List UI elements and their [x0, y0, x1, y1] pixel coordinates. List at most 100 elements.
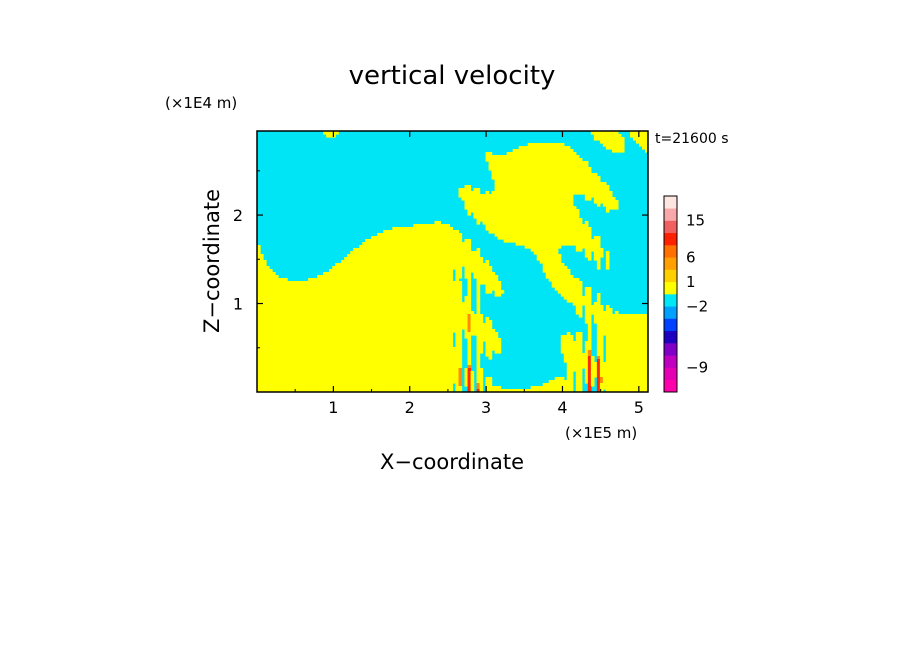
field-cell: [476, 356, 481, 360]
field-cell: [269, 332, 273, 336]
field-cell: [263, 344, 267, 348]
field-cell: [467, 308, 472, 312]
field-cell: [263, 314, 267, 318]
field-cell: [362, 290, 366, 294]
field-cell: [446, 227, 451, 231]
field-cell: [257, 287, 261, 291]
field-cell: [545, 275, 550, 279]
field-cell: [497, 164, 502, 168]
field-cell: [512, 239, 517, 243]
field-cell: [431, 311, 436, 315]
field-cell: [536, 191, 541, 195]
field-cell: [644, 356, 648, 360]
field-cell: [581, 296, 586, 300]
field-cell: [431, 269, 436, 273]
field-cell: [563, 197, 568, 201]
field-cell: [392, 317, 396, 321]
field-cell: [515, 221, 520, 225]
field-cell: [551, 146, 556, 150]
field-cell: [458, 302, 463, 306]
field-cell: [566, 335, 571, 339]
field-cell: [416, 266, 421, 270]
field-cell: [473, 206, 478, 210]
field-cell: [386, 293, 390, 297]
field-cell: [449, 362, 454, 366]
field-cell: [611, 347, 616, 351]
field-cell: [413, 260, 418, 264]
field-cell: [428, 272, 433, 276]
field-cell: [596, 323, 601, 327]
field-cell: [620, 350, 625, 354]
field-cell: [560, 176, 565, 180]
field-cell: [275, 341, 279, 345]
field-cell: [341, 272, 345, 276]
field-cell: [599, 347, 604, 351]
field-cell: [545, 167, 550, 171]
field-cell: [287, 344, 291, 348]
field-cell: [260, 275, 264, 279]
field-cell: [311, 323, 315, 327]
field-cell: [446, 281, 451, 285]
field-cell: [521, 209, 526, 213]
field-cell: [554, 152, 559, 156]
field-cell: [281, 314, 285, 318]
field-cell: [410, 350, 414, 354]
field-cell: [359, 287, 363, 291]
field-cell: [272, 290, 276, 294]
field-cell: [449, 260, 454, 264]
field-cell: [317, 347, 321, 351]
field-cell: [554, 245, 559, 249]
field-cell: [557, 194, 562, 198]
field-cell: [410, 353, 414, 357]
field-cell: [452, 308, 457, 312]
field-cell: [470, 209, 475, 213]
field-cell: [392, 275, 396, 279]
field-cell: [491, 230, 496, 234]
field-cell: [431, 296, 436, 300]
field-cell: [278, 296, 282, 300]
field-cell: [386, 284, 390, 288]
field-cell: [542, 242, 547, 246]
field-cell: [578, 185, 583, 189]
field-cell: [575, 230, 580, 234]
field-cell: [611, 131, 616, 135]
field-cell: [293, 305, 297, 309]
field-cell: [575, 191, 580, 195]
field-cell: [506, 239, 511, 243]
field-cell: [287, 338, 291, 342]
field-cell: [317, 275, 321, 279]
field-cell: [611, 368, 616, 372]
field-cell: [383, 338, 387, 342]
field-cell: [401, 254, 405, 258]
field-cell: [257, 347, 261, 351]
field-cell: [395, 347, 399, 351]
field-cell: [563, 272, 568, 276]
field-cell: [548, 206, 553, 210]
field-cell: [395, 281, 399, 285]
field-cell: [356, 272, 360, 276]
field-cell: [572, 182, 577, 186]
field-cell: [428, 314, 433, 318]
field-cell: [509, 239, 514, 243]
field-cell: [557, 152, 562, 156]
field-cell: [542, 209, 547, 213]
field-cell: [266, 296, 270, 300]
field-cell: [473, 254, 478, 258]
field-cell: [461, 317, 466, 321]
field-cell: [482, 326, 487, 330]
field-cell: [389, 356, 393, 360]
field-cell: [428, 347, 433, 351]
field-cell: [503, 173, 508, 177]
field-cell: [356, 299, 360, 303]
field-cell: [572, 167, 577, 171]
field-cell: [551, 191, 556, 195]
field-cell: [614, 200, 619, 204]
field-cell: [323, 287, 327, 291]
field-cell: [368, 266, 372, 270]
field-cell: [392, 233, 396, 237]
field-cell: [458, 368, 463, 372]
field-cell: [524, 167, 529, 171]
field-cell: [566, 272, 571, 276]
field-cell: [575, 236, 580, 240]
field-cell: [551, 167, 556, 171]
